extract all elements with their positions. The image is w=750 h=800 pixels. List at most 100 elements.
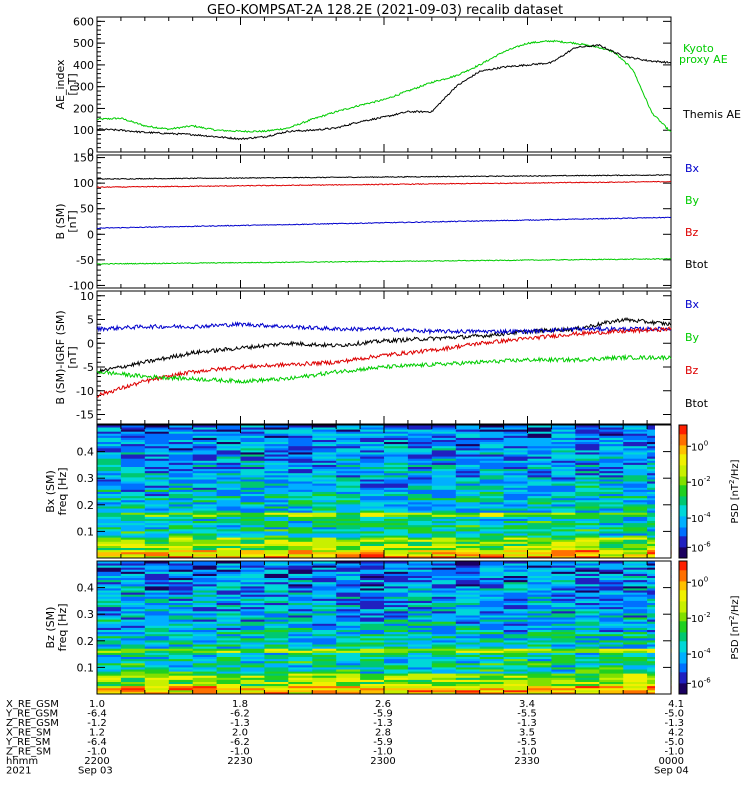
spectrogram-cell	[144, 553, 170, 557]
spectrogram-cell	[312, 549, 337, 553]
spectrogram-cell	[384, 549, 409, 553]
spectrogram-cell	[455, 691, 481, 695]
spectrogram-cell	[168, 501, 194, 505]
spectrogram-cell	[288, 437, 313, 440]
spectrogram-cell	[312, 604, 337, 608]
spectrogram-cell	[623, 541, 648, 544]
spectrogram-cell	[551, 648, 576, 651]
spectrogram-cell	[455, 664, 481, 668]
spectrogram-cell	[527, 585, 552, 589]
spectrogram-cell	[407, 604, 433, 608]
spectrogram-cell	[599, 429, 624, 432]
spectrogram-cell	[288, 477, 313, 480]
spectrogram-cell	[384, 551, 409, 555]
spectrogram-cell	[240, 447, 265, 451]
spectrogram-cell	[216, 510, 242, 513]
spectrogram-cell	[455, 431, 481, 434]
spectrogram-cell	[527, 545, 552, 548]
spectrogram-cell	[623, 625, 648, 628]
spectrogram-cell	[551, 685, 576, 689]
spectrogram-cell	[551, 583, 576, 587]
spectrogram-cell	[599, 571, 624, 574]
spectrogram-cell	[551, 592, 576, 595]
spectrogram-cell	[503, 531, 529, 534]
spectrogram-cell	[144, 431, 170, 434]
spectrogram-cell	[503, 468, 529, 472]
colorbar-segment	[679, 612, 687, 615]
spectrogram-cell	[97, 625, 122, 628]
spectrogram-cell	[336, 596, 361, 599]
spectrogram-cell	[144, 625, 170, 628]
spectrogram-cell	[216, 537, 242, 540]
spectrogram-cell	[599, 543, 624, 546]
spectrogram-cell	[144, 621, 170, 624]
spectrogram-cell	[336, 677, 361, 680]
spectrogram-cell	[479, 464, 505, 467]
spectrogram-cell	[120, 497, 146, 501]
spectrogram-cell	[623, 617, 648, 620]
colorbar-segment	[679, 456, 687, 459]
y-tick-label: 0	[87, 337, 94, 350]
spectrogram-cell	[144, 452, 170, 455]
spectrogram-cell	[551, 569, 576, 572]
spectrogram-cell	[384, 506, 409, 509]
spectrogram-cell	[240, 648, 265, 651]
y-tick-label: 0.4	[77, 446, 95, 459]
colorbar-segment	[679, 544, 687, 548]
spectrogram-cell	[240, 449, 265, 453]
spectrogram-cell	[599, 497, 624, 501]
spectrogram-cell	[407, 583, 433, 587]
spectrogram-cell	[527, 669, 552, 672]
spectrogram-cell	[240, 613, 265, 616]
spectrogram-cell	[479, 531, 505, 534]
spectrogram-cell	[312, 633, 337, 637]
spectrogram-cell	[503, 617, 529, 620]
spectrogram-cell	[168, 687, 194, 691]
spectrogram-cell	[168, 437, 194, 440]
spectrogram-cell	[216, 524, 242, 528]
spectrogram-cell	[575, 522, 600, 526]
spectrogram-cell	[384, 479, 409, 482]
spectrogram-cell	[264, 512, 289, 515]
spectrogram-cell	[551, 658, 576, 662]
spectrogram-cell	[455, 642, 481, 645]
spectrogram-cell	[120, 604, 146, 608]
spectrogram-cell	[216, 545, 242, 548]
spectrogram-cell	[431, 640, 457, 643]
spectrogram-cell	[288, 664, 313, 668]
spectrogram-cell	[407, 468, 433, 472]
y-axis-label-line: [nT]	[66, 73, 79, 95]
spectrogram-cell	[407, 585, 433, 589]
spectrogram-cell	[384, 602, 409, 606]
spectrogram-cell	[479, 610, 505, 614]
spectrogram-cell	[240, 633, 265, 637]
spectrogram-cell	[264, 553, 289, 557]
spectrogram-cell	[120, 545, 146, 548]
spectrogram-cell	[336, 429, 361, 432]
spectrogram-cell	[384, 528, 409, 532]
spectrogram-cell	[551, 615, 576, 618]
spectrogram-cell	[288, 474, 313, 478]
spectrogram-cell	[288, 588, 313, 591]
spectrogram-cell	[97, 474, 122, 478]
colorbar-segment	[679, 689, 687, 693]
spectrogram-cell	[360, 579, 385, 583]
spectrogram-cell	[216, 619, 242, 622]
spectrogram-cell	[312, 435, 337, 438]
spectrogram-cell	[312, 427, 337, 430]
spectrogram-cell	[623, 526, 648, 530]
spectrogram-cell	[503, 565, 529, 568]
spectrogram-cell	[575, 606, 600, 610]
spectrogram-cell	[192, 592, 218, 595]
spectrogram-cell	[336, 629, 361, 633]
spectrogram-cell	[336, 588, 361, 591]
spectrogram-cell	[360, 489, 385, 492]
spectrogram-cell	[407, 594, 433, 597]
spectrogram-cell	[407, 466, 433, 470]
colorbar-segment	[679, 518, 687, 521]
spectrogram-cell	[168, 526, 194, 530]
spectrogram-cell	[551, 581, 576, 585]
spectrogram-cell	[120, 510, 146, 513]
spectrogram-cell	[264, 660, 289, 664]
spectrogram-cell	[551, 441, 576, 445]
